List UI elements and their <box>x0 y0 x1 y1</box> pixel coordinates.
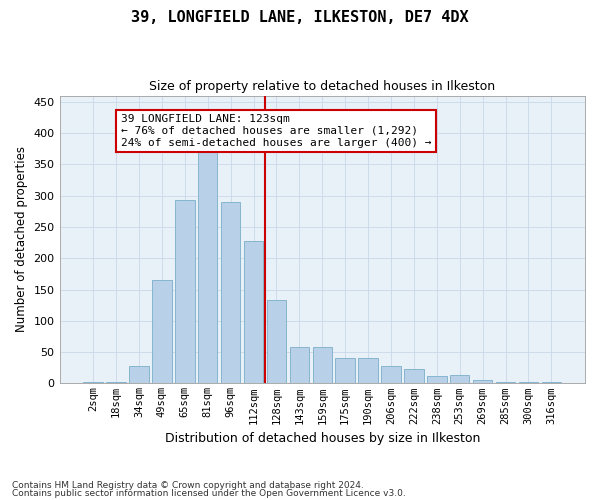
Bar <box>381 366 401 384</box>
Bar <box>221 202 241 384</box>
Bar <box>290 347 309 384</box>
Bar <box>244 240 263 384</box>
Bar <box>496 382 515 384</box>
Bar <box>473 380 493 384</box>
Text: Contains public sector information licensed under the Open Government Licence v3: Contains public sector information licen… <box>12 488 406 498</box>
Bar <box>335 358 355 384</box>
Bar <box>404 369 424 384</box>
Bar <box>175 200 194 384</box>
X-axis label: Distribution of detached houses by size in Ilkeston: Distribution of detached houses by size … <box>164 432 480 445</box>
Bar <box>358 358 378 384</box>
Title: Size of property relative to detached houses in Ilkeston: Size of property relative to detached ho… <box>149 80 496 93</box>
Bar <box>313 347 332 384</box>
Bar <box>427 376 446 384</box>
Text: 39 LONGFIELD LANE: 123sqm
← 76% of detached houses are smaller (1,292)
24% of se: 39 LONGFIELD LANE: 123sqm ← 76% of detac… <box>121 114 431 148</box>
Bar <box>450 376 469 384</box>
Bar <box>542 382 561 384</box>
Bar <box>519 382 538 384</box>
Text: Contains HM Land Registry data © Crown copyright and database right 2024.: Contains HM Land Registry data © Crown c… <box>12 481 364 490</box>
Bar <box>198 152 217 384</box>
Y-axis label: Number of detached properties: Number of detached properties <box>15 146 28 332</box>
Bar <box>152 280 172 384</box>
Bar <box>267 300 286 384</box>
Bar <box>83 382 103 384</box>
Bar <box>106 382 126 384</box>
Bar <box>129 366 149 384</box>
Text: 39, LONGFIELD LANE, ILKESTON, DE7 4DX: 39, LONGFIELD LANE, ILKESTON, DE7 4DX <box>131 10 469 25</box>
